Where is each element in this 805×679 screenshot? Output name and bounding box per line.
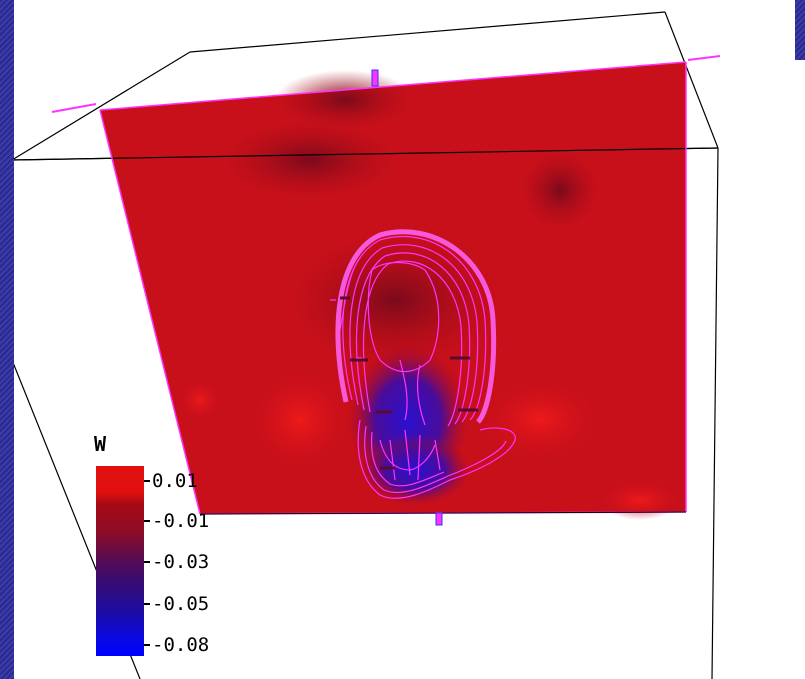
legend-title: W <box>94 432 107 456</box>
legend-tick <box>144 480 150 482</box>
contour-lines <box>330 235 516 499</box>
legend-tick-label: -0.01 <box>152 510 210 532</box>
legend-tick-label: -0.03 <box>152 551 210 573</box>
legend-tick <box>144 644 150 646</box>
legend-tick <box>144 520 150 522</box>
legend-tick-label: -0.05 <box>152 593 210 615</box>
window-left-border <box>0 0 14 679</box>
axis-markers <box>51 55 721 526</box>
bounding-box-front <box>11 147 719 161</box>
legend-tick-label: -0.08 <box>152 634 210 656</box>
legend-tick <box>144 603 150 605</box>
contour-highlight <box>335 229 497 424</box>
contour-dash-markers <box>340 296 478 470</box>
legend-tick-label: 0.01 <box>152 470 198 492</box>
window-right-border <box>795 0 805 60</box>
surface-edge-dark <box>199 511 687 515</box>
legend-tick <box>144 561 150 563</box>
legend-colorbar <box>96 466 144 656</box>
color-legend: W 0.01 -0.01 -0.03 -0.05 -0.08 <box>88 432 248 672</box>
